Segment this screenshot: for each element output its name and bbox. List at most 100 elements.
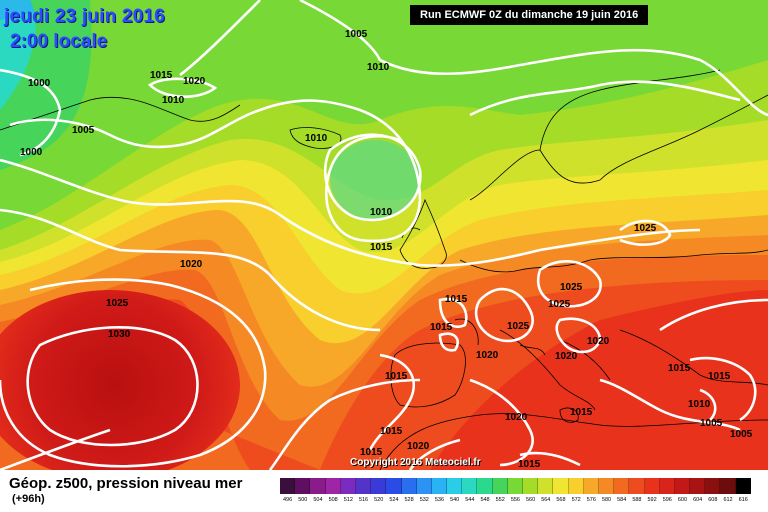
scale-swatch <box>310 478 326 494</box>
scale-swatch <box>462 478 478 494</box>
scale-tick-label: 532 <box>419 497 429 503</box>
isobar-label: 1025 <box>548 299 571 310</box>
isobar-label: 1015 <box>385 371 408 382</box>
isobar-label: 1025 <box>560 282 583 293</box>
isobar-label: 1015 <box>570 407 593 418</box>
isobar-label: 1030 <box>108 329 131 340</box>
legend-bar: Géop. z500, pression niveau mer (+96h) 4… <box>0 470 768 512</box>
scale-tick-label: 576 <box>586 497 596 503</box>
scale-swatch <box>447 478 463 494</box>
scale-tick-label: 540 <box>450 497 460 503</box>
scale-swatch <box>598 478 615 494</box>
scale-swatch <box>568 478 584 494</box>
scale-swatch <box>735 478 751 494</box>
scale-tick-label: 616 <box>738 497 748 503</box>
scale-swatch <box>401 478 417 494</box>
scale-swatch <box>629 478 645 494</box>
isobars <box>0 0 768 470</box>
isobar-label: 1015 <box>360 447 383 458</box>
isobar-label: 1010 <box>367 62 390 73</box>
scale-swatch <box>340 478 356 494</box>
band-592-east <box>430 290 768 470</box>
scale-tick-label: 528 <box>404 497 414 503</box>
scale-tick-label: 588 <box>632 497 642 503</box>
legend-title: Géop. z500, pression niveau mer <box>9 475 243 492</box>
scale-swatch <box>355 478 372 494</box>
scale-swatch <box>674 478 691 494</box>
map-svg: 1005 1000 1015 1020 1010 1005 1000 1010 … <box>0 0 768 470</box>
isobar-label: 1025 <box>106 298 129 309</box>
scale-swatch <box>325 478 341 494</box>
scale-swatch <box>720 478 736 494</box>
isobar-label: 1020 <box>505 412 528 423</box>
isobar-label: 1000 <box>28 78 51 89</box>
scale-tick-label: 544 <box>465 497 475 503</box>
isobar-label: 1015 <box>430 322 453 333</box>
scale-swatch <box>614 478 630 494</box>
scale-tick-label: 596 <box>662 497 672 503</box>
scale-swatch <box>538 478 554 494</box>
isobar-label: 1020 <box>476 350 499 361</box>
scale-swatch <box>280 478 296 494</box>
isobar-label: 1015 <box>518 459 541 470</box>
scale-swatch <box>371 478 387 494</box>
scale-tick-label: 500 <box>298 497 308 503</box>
isobar-label: 1020 <box>407 441 430 452</box>
scale-tick-label: 508 <box>328 497 338 503</box>
scale-swatch <box>553 478 569 494</box>
isobar-label: 1005 <box>700 418 723 429</box>
scale-swatch <box>523 478 539 494</box>
scale-tick-label: 592 <box>647 497 657 503</box>
scale-swatch <box>492 478 508 494</box>
scale-tick-label: 524 <box>389 497 399 503</box>
isobar-label: 1015 <box>380 426 403 437</box>
scale-swatch <box>477 478 493 494</box>
isobar-label: 1015 <box>445 294 468 305</box>
scale-tick-label: 516 <box>358 497 369 503</box>
isobar-label: 1005 <box>72 125 95 136</box>
color-scale-labels: 496 500 504 508 512 516 520 524 528 532 536 540 544 5… <box>280 497 751 503</box>
scale-tick-label: 612 <box>723 497 733 503</box>
isobar-label: 1005 <box>730 429 753 440</box>
isobar-labels: 1005 1000 1015 1020 1010 1005 1000 1010 … <box>20 29 753 470</box>
isobar-label: 1025 <box>634 223 657 234</box>
forecast-hour: (+96h) <box>12 493 45 505</box>
scale-swatch <box>295 478 311 494</box>
scale-swatch <box>431 478 448 494</box>
scale-swatch <box>659 478 675 494</box>
scale-tick-label: 572 <box>571 497 581 503</box>
scale-tick-label: 504 <box>313 497 323 503</box>
scale-swatch <box>507 478 523 494</box>
scale-tick-label: 580 <box>601 497 612 503</box>
forecast-date: jeudi 23 juin 2016 <box>4 6 165 27</box>
scale-tick-label: 608 <box>708 497 718 503</box>
low-cell <box>330 140 420 220</box>
scale-tick-label: 604 <box>693 497 703 503</box>
color-scale <box>280 478 751 494</box>
scale-tick-label: 600 <box>677 497 688 503</box>
scale-tick-label: 520 <box>374 497 384 503</box>
scale-swatch <box>690 478 706 494</box>
isobar-label: 1020 <box>587 336 610 347</box>
scale-swatch <box>644 478 660 494</box>
copyright-text: Copyright 2016 Meteociel.fr <box>350 457 481 468</box>
scale-tick-label: 564 <box>541 497 551 503</box>
isobar-label: 1020 <box>555 351 578 362</box>
model-run-label: Run ECMWF 0Z du dimanche 19 juin 2016 <box>410 5 648 25</box>
scale-swatch <box>705 478 721 494</box>
isobar-label: 1010 <box>688 399 711 410</box>
scale-tick-label: 536 <box>434 497 445 503</box>
isobar-label: 1020 <box>183 76 206 87</box>
scale-swatch <box>386 478 402 494</box>
scale-tick-label: 552 <box>495 497 505 503</box>
scale-tick-label: 496 <box>283 497 293 503</box>
isobar-label: 1005 <box>345 29 368 40</box>
isobar-label: 1010 <box>305 133 328 144</box>
scale-tick-label: 556 <box>510 497 520 503</box>
scale-swatch <box>416 478 432 494</box>
isobar-label: 1020 <box>180 259 203 270</box>
isobar-label: 1015 <box>708 371 731 382</box>
isobar-label: 1000 <box>20 147 43 158</box>
scale-tick-label: 584 <box>617 497 627 503</box>
